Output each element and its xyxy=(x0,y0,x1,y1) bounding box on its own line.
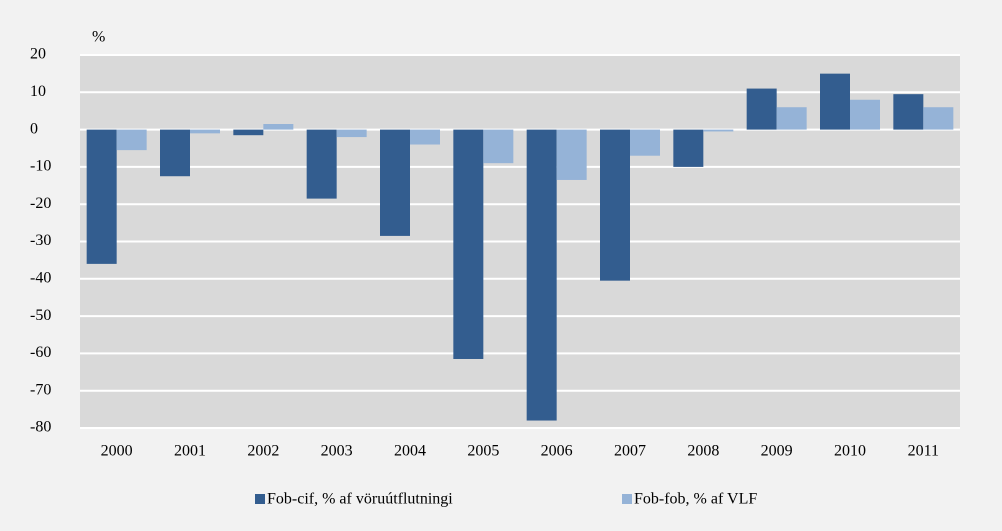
y-tick-label: -50 xyxy=(30,307,51,324)
bar xyxy=(893,94,924,130)
bar xyxy=(453,129,484,359)
bar xyxy=(160,129,190,177)
bar xyxy=(556,129,587,180)
legend-label: Fob-cif, % af vöruútflutningi xyxy=(267,491,453,508)
bar xyxy=(703,129,734,132)
y-axis-label: % xyxy=(92,29,105,46)
y-tick-label: -80 xyxy=(30,419,51,436)
legend-swatch xyxy=(622,494,632,504)
bar xyxy=(673,129,704,167)
y-tick-label: -40 xyxy=(30,269,51,286)
x-tick-label: 2007 xyxy=(614,443,646,460)
bar xyxy=(820,73,850,130)
bar xyxy=(850,99,880,130)
bar xyxy=(306,129,337,199)
x-tick-label: 2009 xyxy=(761,443,793,460)
bar xyxy=(746,88,777,130)
bar xyxy=(483,129,514,164)
x-tick-label: 2011 xyxy=(908,443,939,460)
x-tick-label: 2005 xyxy=(467,443,499,460)
bar xyxy=(410,129,440,145)
y-tick-label: -30 xyxy=(30,232,51,249)
bar xyxy=(336,129,367,138)
bar xyxy=(263,124,294,130)
x-tick-label: 2004 xyxy=(394,443,426,460)
x-tick-label: 2000 xyxy=(101,443,133,460)
x-tick-label: 2001 xyxy=(174,443,206,460)
bar xyxy=(86,129,117,264)
y-tick-label: -70 xyxy=(30,381,51,398)
x-tick-label: 2006 xyxy=(541,443,573,460)
bar xyxy=(600,129,630,281)
bar xyxy=(923,107,954,130)
bar xyxy=(630,129,660,156)
x-tick-label: 2003 xyxy=(321,443,353,460)
bar xyxy=(526,129,557,421)
bar xyxy=(380,129,410,236)
bar xyxy=(190,129,220,134)
legend-label: Fob-fob, % af VLF xyxy=(634,491,757,508)
y-tick-label: 0 xyxy=(30,120,38,137)
x-tick-label: 2002 xyxy=(247,443,279,460)
bar xyxy=(776,107,807,130)
legend-swatch xyxy=(255,494,265,504)
bar xyxy=(116,129,147,151)
y-tick-label: 20 xyxy=(30,46,46,63)
y-tick-label: -10 xyxy=(30,158,51,175)
bar xyxy=(233,129,264,136)
y-tick-label: -20 xyxy=(30,195,51,212)
y-tick-label: -60 xyxy=(30,344,51,361)
x-tick-label: 2010 xyxy=(834,443,866,460)
y-tick-label: 10 xyxy=(30,83,46,100)
x-tick-label: 2008 xyxy=(687,443,719,460)
